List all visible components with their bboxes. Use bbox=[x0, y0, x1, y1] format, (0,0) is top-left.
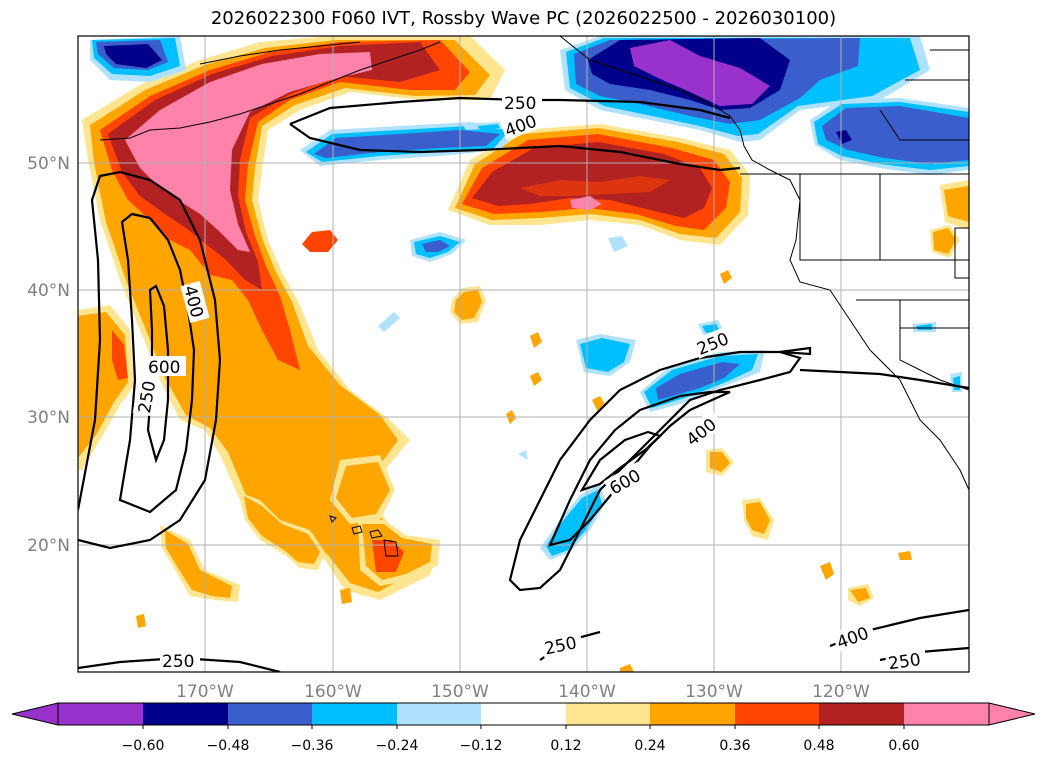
contour-label: 250 bbox=[504, 94, 536, 114]
colorbar-extend-min bbox=[11, 702, 59, 726]
colorbar-tick-label: 0.12 bbox=[550, 738, 581, 754]
lat-label-50: 50°N bbox=[27, 154, 70, 174]
colorbar-tick-label: −0.24 bbox=[376, 738, 419, 754]
colorbar-segment bbox=[481, 703, 566, 725]
colorbar-tick-label: 0.48 bbox=[803, 738, 834, 754]
colorbar-segment bbox=[650, 703, 735, 725]
longitude-labels: 170°W 160°W 150°W 140°W 130°W 120°W bbox=[176, 682, 870, 702]
colorbar-segment bbox=[819, 703, 904, 725]
map-plot-area: 250 400 400 600 250 250 400 600 250 250 … bbox=[78, 36, 969, 674]
contour-label: 600 bbox=[148, 358, 180, 378]
colorbar-segment bbox=[143, 703, 228, 725]
colorbar-tick-label: −0.12 bbox=[460, 738, 503, 754]
lat-label-40: 40°N bbox=[27, 281, 70, 301]
colorbar-segment bbox=[397, 703, 481, 725]
lat-label-30: 30°N bbox=[27, 408, 70, 428]
lon-label-170w: 170°W bbox=[176, 682, 234, 702]
positive-anomaly-west-edge bbox=[78, 305, 325, 602]
positive-anomaly-small-blobs bbox=[136, 180, 969, 672]
lon-label-140w: 140°W bbox=[558, 682, 616, 702]
colorbar-tick-labels: −0.60 −0.48 −0.36 −0.24 −0.12 0.12 0.24 … bbox=[122, 738, 920, 754]
latitude-labels: 50°N 40°N 30°N 20°N bbox=[27, 154, 70, 556]
colorbar-extend-max bbox=[988, 702, 1036, 726]
positive-anomaly-central-band bbox=[448, 124, 750, 245]
colorbar-tick-label: 0.36 bbox=[719, 738, 750, 754]
contour-label: 250 bbox=[887, 650, 922, 674]
contour-label: 250 bbox=[162, 652, 194, 672]
lat-label-20: 20°N bbox=[27, 536, 70, 556]
coastlines bbox=[99, 36, 969, 557]
colorbar-segment bbox=[735, 703, 819, 725]
rossby-wave-contours bbox=[78, 96, 969, 672]
map-title: 2026022300 F060 IVT, Rossby Wave PC (202… bbox=[210, 8, 837, 29]
colorbar-tick-label: 0.24 bbox=[634, 738, 665, 754]
colorbar-tick-label: −0.36 bbox=[291, 738, 334, 754]
map-frame bbox=[77, 35, 970, 673]
colorbar-segment bbox=[228, 703, 312, 725]
lon-label-160w: 160°W bbox=[304, 682, 362, 702]
positive-anomaly-west-plume bbox=[82, 36, 505, 600]
colorbar-tick-label: 0.60 bbox=[888, 738, 919, 754]
colorbar-tick-label: −0.48 bbox=[207, 738, 250, 754]
colorbar-segment bbox=[904, 703, 989, 725]
contour-labels: 250 400 400 600 250 250 400 600 250 250 … bbox=[132, 92, 928, 674]
colorbar-segment bbox=[58, 703, 143, 725]
colorbar-segment bbox=[312, 703, 397, 725]
colorbar-segment bbox=[566, 703, 650, 725]
lon-label-130w: 130°W bbox=[685, 682, 743, 702]
colorbar bbox=[11, 702, 1036, 729]
lon-label-150w: 150°W bbox=[431, 682, 489, 702]
colorbar-outline bbox=[57, 702, 990, 726]
negative-anomaly-subtropical bbox=[378, 232, 962, 560]
colorbar-tick-label: −0.60 bbox=[122, 738, 165, 754]
lon-label-120w: 120°W bbox=[812, 682, 870, 702]
gridlines bbox=[78, 36, 969, 672]
